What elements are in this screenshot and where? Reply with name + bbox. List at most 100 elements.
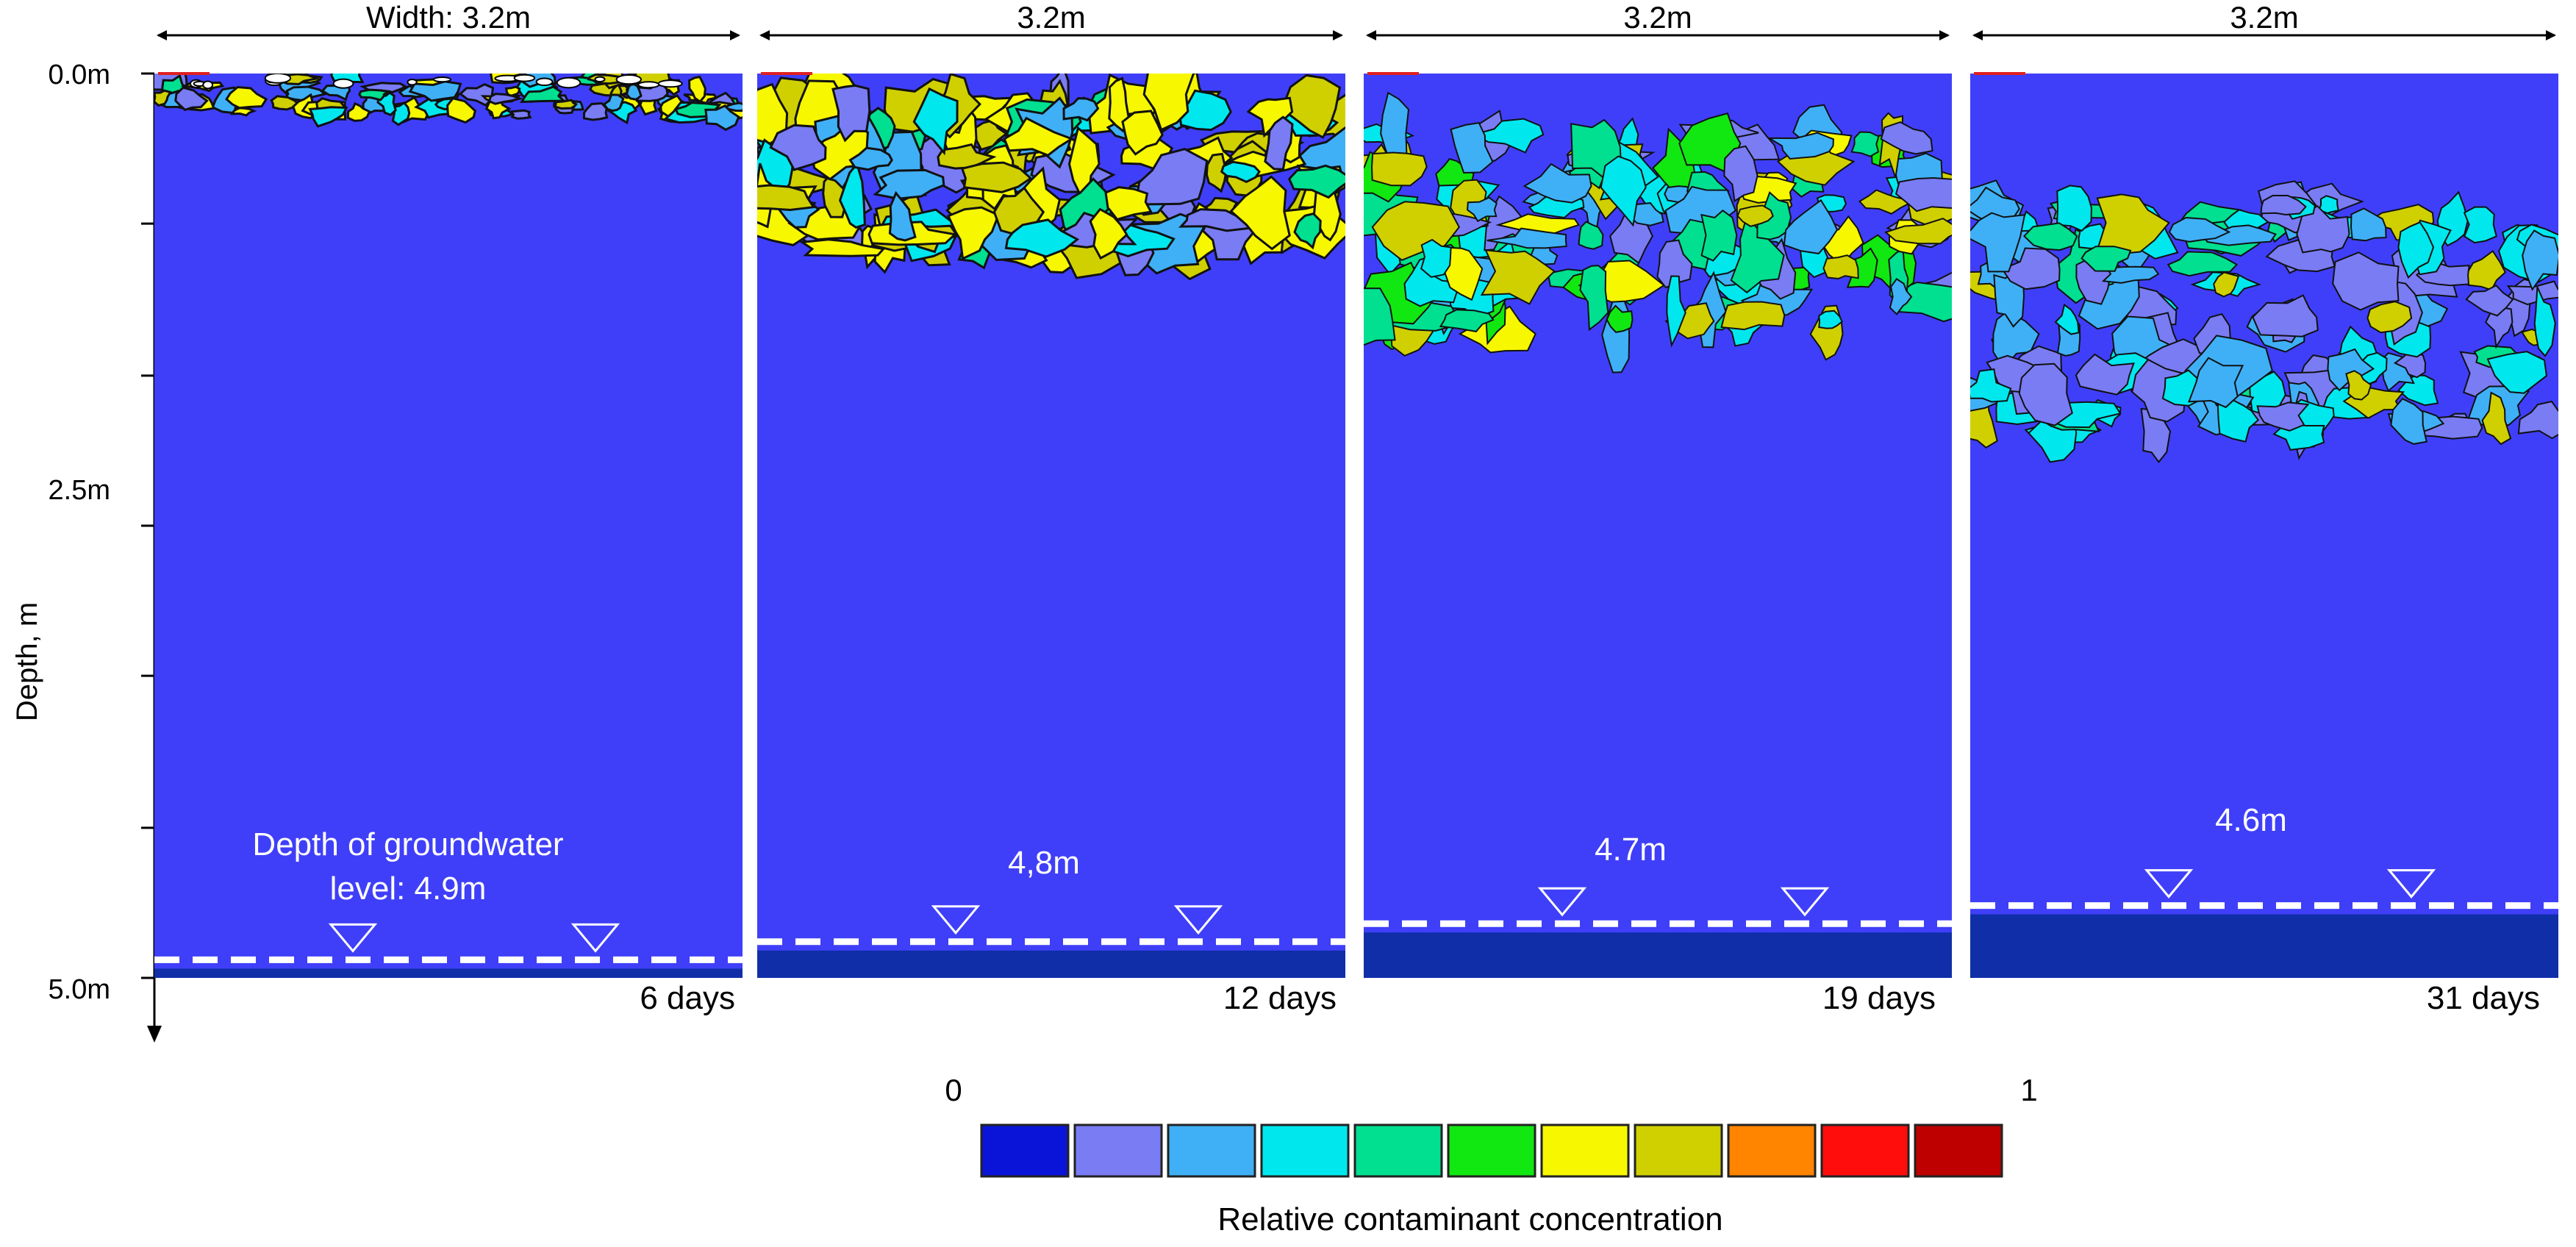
plume-contour	[1439, 309, 1495, 332]
plume-contour	[1858, 189, 1915, 215]
plume-contour	[1495, 213, 1580, 235]
time-label: 19 days	[1822, 980, 1936, 1016]
width-label: 3.2m	[1017, 0, 1085, 35]
plume-contour	[154, 89, 172, 107]
plume-contour	[2213, 271, 2240, 298]
plume-contour	[408, 80, 462, 102]
plume-contour	[1578, 221, 1604, 250]
tick-label-5m: 5.0m	[49, 974, 110, 1005]
water-table-triangle-icon	[2144, 869, 2194, 898]
plume-contour	[2350, 207, 2387, 242]
plume-contour	[504, 85, 521, 98]
plume-contour	[2522, 229, 2558, 291]
plume-contour	[552, 99, 579, 110]
legend-title: Relative contaminant concentration	[1217, 1201, 1722, 1237]
legend-swatch	[980, 1123, 1070, 1178]
saturated-zone	[757, 950, 1345, 978]
plume-contour	[1293, 212, 1322, 250]
plume-contour	[1579, 265, 1609, 332]
plume-hotspot	[264, 74, 292, 84]
plume-contour	[888, 190, 917, 242]
plume-contour	[2022, 222, 2078, 251]
plume-contour	[1666, 275, 1686, 348]
plume-hotspot	[513, 74, 536, 82]
plume-contour	[1970, 368, 2012, 403]
plume-contour	[1818, 310, 1843, 329]
plume-contour	[308, 106, 348, 128]
legend-swatch	[1540, 1123, 1630, 1178]
plume-contour	[1364, 287, 1396, 346]
saturated-zone	[154, 968, 743, 978]
plume-hotspot	[594, 76, 606, 83]
depth-axis: 0.0m 2.5m 5.0m Depth, m	[11, 60, 162, 1043]
contaminant-plume	[154, 74, 743, 132]
plume-contour	[2056, 185, 2092, 232]
plume-contour	[270, 95, 301, 111]
panel-19-days: 4.7m 3.2m 19 days	[1364, 0, 1952, 1016]
plume-contour	[1142, 74, 1195, 132]
plume-contour	[960, 161, 1033, 193]
legend-swatch	[1353, 1123, 1443, 1178]
plume-contour	[2517, 400, 2558, 440]
tick-label-0m: 0.0m	[49, 60, 110, 90]
time-label: 6 days	[640, 980, 735, 1016]
plume-contour	[346, 101, 371, 122]
plume-contour	[2486, 351, 2547, 394]
plume-contour	[1220, 160, 1261, 184]
contaminant-plume	[1364, 91, 1952, 374]
groundwater-level-label: 4.6m	[2215, 802, 2287, 838]
saturated-zone	[1364, 932, 1952, 978]
plume-contour	[688, 75, 706, 104]
groundwater-level-label: Depth of groundwater	[252, 826, 563, 862]
groundwater-level-label: level: 4.9m	[330, 871, 487, 907]
legend-min-label: 0	[945, 1073, 962, 1107]
plume-contour	[2075, 353, 2135, 396]
plume-contour	[1766, 132, 1834, 160]
plume-contour	[848, 146, 893, 171]
plume-contour	[704, 104, 740, 132]
plume-contour	[1287, 164, 1345, 199]
legend-swatch	[1260, 1123, 1350, 1178]
plume-hotspot	[535, 77, 554, 87]
plume-contour	[1656, 239, 1693, 289]
time-label: 12 days	[1223, 980, 1337, 1016]
water-table-triangle-icon	[1173, 905, 1223, 935]
plume-contour	[1229, 175, 1291, 251]
plume-hotspot	[433, 76, 451, 83]
plume-contour	[2317, 195, 2339, 215]
plume-hotspot	[637, 81, 660, 89]
time-label: 31 days	[2427, 980, 2540, 1016]
plume-contour	[2397, 221, 2435, 279]
plume-contour	[2168, 216, 2231, 243]
depth-axis-arrow	[147, 1026, 162, 1043]
plume-contour	[831, 84, 871, 143]
legend-swatch	[1073, 1123, 1163, 1178]
plume-contour	[358, 88, 392, 101]
plume-contour	[838, 161, 866, 229]
plume-contour	[1606, 304, 1634, 333]
plume-contour	[174, 86, 209, 112]
legend-swatch	[1727, 1123, 1817, 1178]
saturated-zone	[1970, 914, 2558, 978]
plume-contour	[2465, 284, 2514, 317]
plume-contour	[487, 93, 523, 105]
width-label: 3.2m	[1623, 0, 1692, 35]
plume-contour	[2131, 358, 2186, 423]
water-table-triangle-icon	[328, 923, 378, 953]
plume-contour	[2096, 193, 2170, 255]
legend-swatch	[1914, 1123, 2003, 1178]
plume-contour	[2390, 398, 2427, 445]
plume-contour	[757, 184, 816, 212]
plume-contour	[458, 83, 495, 107]
plume-contour	[1783, 199, 1839, 254]
concentration-legend: 0 1 Relative contaminant concentration	[945, 1073, 2037, 1237]
plume-contour	[1889, 278, 1913, 315]
plume-hotspot	[657, 79, 683, 88]
water-table-triangle-icon	[931, 905, 981, 935]
plume-contour	[2272, 424, 2325, 451]
plume-contour	[1264, 115, 1294, 171]
plume-contour	[1178, 208, 1256, 232]
plume-contour	[2463, 206, 2497, 244]
legend-swatch	[1167, 1123, 1256, 1178]
